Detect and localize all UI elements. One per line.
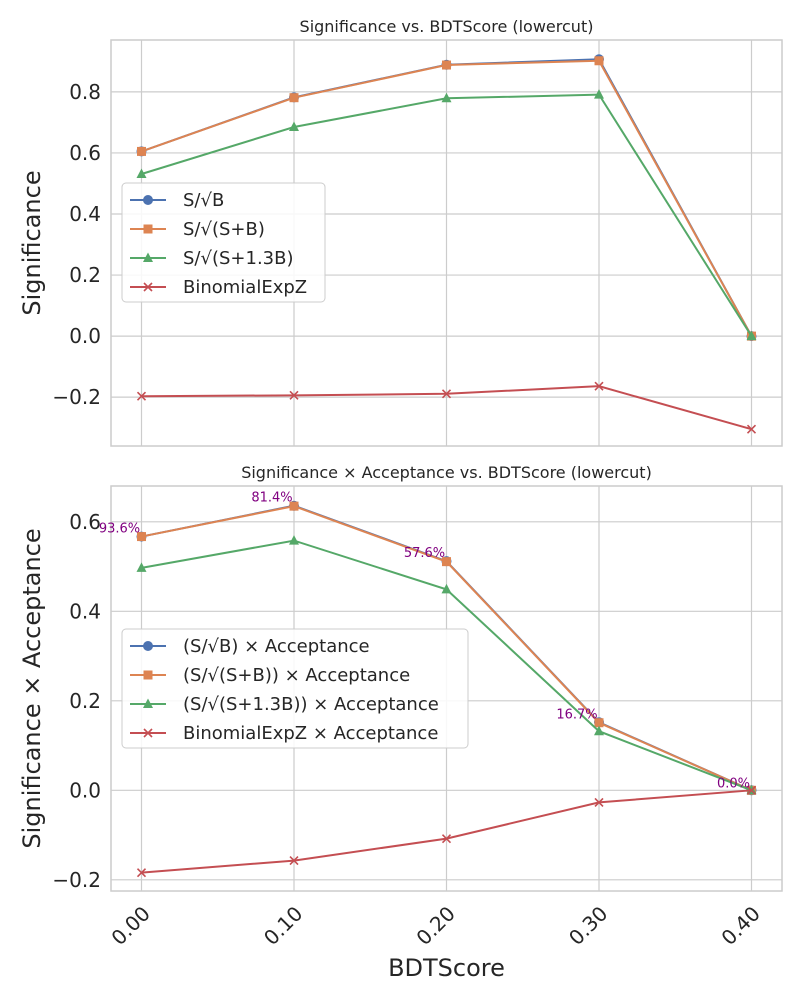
y-tick-label: −0.2 (52, 868, 101, 892)
data-point (441, 92, 452, 103)
legend: (S/√B) × Acceptance (S/√(S+B)) × Acceptan… (121, 628, 469, 749)
data-point (442, 60, 451, 70)
data-point (289, 856, 299, 866)
x-tick-label: 0.00 (106, 901, 154, 949)
data-point (136, 562, 147, 572)
y-tick-label: 0.2 (69, 689, 101, 713)
data-point (594, 56, 604, 66)
data-point (289, 93, 299, 103)
series-4 (136, 381, 757, 434)
series-3 (136, 535, 757, 795)
y-axis-label: Significance (18, 170, 46, 315)
x-axis-label: BDTScore (388, 954, 505, 982)
data-point (594, 89, 604, 99)
plot-frame (110, 39, 783, 447)
legend-marker (143, 698, 153, 708)
data-point (441, 389, 452, 399)
data-point (137, 146, 146, 156)
y-tick-label: 0.8 (69, 80, 101, 104)
data-point (289, 535, 299, 545)
y-axis-label: Significance × Acceptance (18, 528, 46, 848)
data-point (594, 718, 604, 728)
legend-box (121, 628, 469, 749)
series-4 (136, 785, 757, 878)
acceptance-annotation: 81.4% (251, 491, 292, 506)
chart-title: Significance × Acceptance vs. BDTScore (… (241, 463, 652, 482)
legend-box (121, 182, 326, 303)
legend-marker (143, 252, 153, 262)
legend-label: BinomialExpZ × Acceptance (183, 723, 438, 744)
data-point (137, 532, 146, 542)
chart-panel-2: −0.2 0.0 0.2 0.4 0.6 0.00 0.10 0.20 0.30 0.40 Sign… (18, 463, 783, 982)
legend-marker (143, 641, 153, 651)
acceptance-annotation: 0.0% (717, 776, 750, 791)
data-point (136, 391, 147, 401)
data-point (594, 725, 604, 736)
acceptance-annotation: 93.6% (99, 522, 140, 537)
data-point (136, 868, 147, 878)
legend-label: (S/√(S+B)) × Acceptance (183, 665, 410, 686)
data-point (136, 168, 147, 179)
data-point (594, 381, 604, 391)
data-point (441, 834, 452, 844)
x-tick-label: 0.20 (411, 901, 459, 949)
legend-label: S/√(S+1.3B) (183, 248, 294, 269)
data-point (442, 557, 451, 567)
y-tick-label: 0.4 (69, 202, 101, 226)
data-point (289, 501, 299, 511)
legend-label: (S/√(S+1.3B)) × Acceptance (183, 694, 439, 715)
legend-label: (S/√B) × Acceptance (183, 636, 370, 657)
legend-label: S/√B (183, 190, 224, 211)
y-tick-label: 0.6 (69, 510, 101, 534)
x-tick-label: 0.10 (259, 901, 307, 949)
y-tick-label: 0.0 (69, 324, 101, 348)
legend-marker (143, 195, 153, 205)
legend-marker (143, 224, 153, 234)
series-3 (136, 89, 757, 341)
legend-marker (143, 670, 153, 680)
acceptance-annotation: 16.7% (556, 707, 597, 722)
data-point (289, 121, 299, 131)
chart-title: Significance vs. BDTScore (lowercut) (300, 17, 594, 36)
plot-frame (110, 485, 783, 892)
y-tick-label: 0.6 (69, 141, 101, 165)
x-tick-label: 0.30 (564, 901, 612, 949)
y-tick-label: 0.4 (69, 599, 101, 623)
legend-marker (143, 728, 153, 738)
data-point (594, 797, 604, 807)
y-tick-label: −0.2 (52, 385, 101, 409)
data-point (746, 330, 757, 341)
acceptance-annotation: 57.6% (404, 546, 445, 561)
data-point (441, 583, 452, 594)
data-point (746, 785, 757, 795)
legend: S/√B S/√(S+B) S/√(S+1.3B) BinomialExpZ (121, 182, 326, 303)
data-point (746, 424, 757, 434)
data-point (289, 390, 299, 400)
chart-panel-1: −0.2 0.0 0.2 0.4 0.6 0.8 Significance vs. BDTS… (18, 17, 783, 447)
x-tick-label: 0.40 (716, 901, 764, 949)
legend-label: BinomialExpZ (183, 277, 307, 298)
legend-marker (143, 282, 153, 292)
y-tick-label: 0.0 (69, 778, 101, 802)
y-tick-label: 0.2 (69, 263, 101, 287)
legend-label: S/√(S+B) (183, 219, 265, 240)
